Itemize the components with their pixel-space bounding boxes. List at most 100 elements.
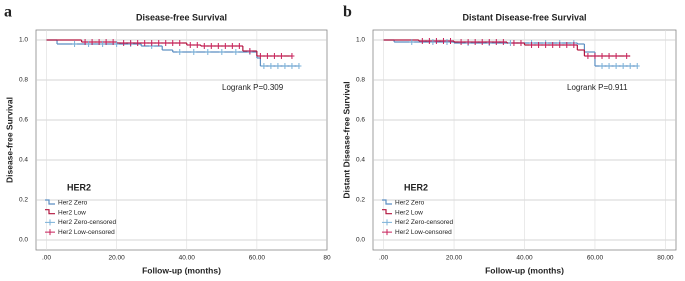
censor-mark <box>606 53 612 59</box>
censor-mark <box>599 63 605 69</box>
censor-mark <box>465 39 471 45</box>
plot-area <box>35 29 328 251</box>
censor-mark <box>634 63 640 69</box>
legend-symbol <box>45 199 55 205</box>
y-tick-label: 0.2 <box>19 197 28 204</box>
censor-mark <box>142 40 148 46</box>
censor-mark <box>599 53 605 59</box>
censor-mark <box>278 53 284 59</box>
legend-label: Her2 Low-censored <box>58 229 115 236</box>
censor-mark <box>177 40 183 46</box>
y-tick-label: 1.0 <box>19 37 28 44</box>
censor-mark <box>222 43 228 49</box>
censor-mark <box>448 38 454 44</box>
panel-label: b <box>343 4 352 21</box>
x-tick-label: 80.00 <box>657 255 674 262</box>
censor-mark <box>229 43 235 49</box>
censor-mark <box>205 49 211 55</box>
y-tick-label: 0.2 <box>356 197 365 204</box>
censor-mark <box>585 53 591 59</box>
censor-mark <box>261 63 267 69</box>
censor-mark <box>458 39 464 45</box>
censor-mark <box>215 43 221 49</box>
censor-mark <box>163 40 169 46</box>
censor-mark <box>114 41 120 47</box>
legend-label: Her2 Zero-censored <box>395 219 454 226</box>
censor-mark <box>440 38 446 44</box>
censor-mark <box>613 63 619 69</box>
censor-mark <box>268 63 274 69</box>
y-tick-label: 0.0 <box>19 237 28 244</box>
censor-mark <box>550 42 556 48</box>
legend-symbol <box>45 209 55 215</box>
censor-mark <box>433 38 439 44</box>
censor-mark <box>275 63 281 69</box>
y-tick-label: 0.4 <box>356 157 365 164</box>
censor-mark <box>564 42 570 48</box>
panel-label: a <box>4 4 12 21</box>
censor-mark <box>289 63 295 69</box>
annotation: Logrank P=0.911 <box>567 83 628 92</box>
x-tick-label: 60.00 <box>587 255 604 262</box>
censor-mark <box>219 49 225 55</box>
legend-label: Her2 Zero <box>395 200 425 207</box>
censor-mark <box>500 39 506 45</box>
censor-mark <box>557 42 563 48</box>
x-tick-label: 80 <box>323 255 331 262</box>
legend-symbol <box>382 199 392 205</box>
legend-label: Her2 Low <box>395 209 423 216</box>
x-tick-label: 40.00 <box>179 255 196 262</box>
y-tick-label: 0.6 <box>356 117 365 124</box>
censor-mark <box>486 39 492 45</box>
censor-mark <box>156 40 162 46</box>
censor-mark <box>264 53 270 59</box>
x-tick-label: 60.00 <box>249 255 266 262</box>
censor-mark <box>86 41 92 47</box>
chart-title: Distant Disease-free Survival <box>462 12 586 22</box>
censor-mark <box>472 39 478 45</box>
y-tick-label: 0.8 <box>356 77 365 84</box>
x-axis-label: Follow-up (months) <box>142 265 221 275</box>
y-axis-label: Disease-free Survival <box>4 97 14 183</box>
censor-mark <box>419 38 425 44</box>
legend-symbol <box>382 219 392 226</box>
censor-mark <box>592 53 598 59</box>
censor-mark <box>201 43 207 49</box>
censor-mark <box>409 39 415 45</box>
censor-mark <box>194 42 200 48</box>
x-tick-label: .00 <box>42 255 51 262</box>
censor-mark <box>479 39 485 45</box>
y-tick-label: 0.0 <box>356 237 365 244</box>
censor-mark <box>103 39 109 45</box>
censor-mark <box>82 39 88 45</box>
x-tick-label: 20.00 <box>446 255 463 262</box>
censor-mark <box>624 53 630 59</box>
censor-mark <box>620 63 626 69</box>
censor-mark <box>72 41 78 47</box>
censor-mark <box>282 63 288 69</box>
x-axis-label: Follow-up (months) <box>485 265 564 275</box>
censor-mark <box>271 53 277 59</box>
chart-title: Disease-free Survival <box>136 12 227 22</box>
censor-mark <box>289 53 295 59</box>
y-tick-label: 1.0 <box>356 37 365 44</box>
censor-mark <box>444 39 450 45</box>
y-axis-label: Distant Disease-free Survival <box>341 81 351 198</box>
censor-mark <box>606 63 612 69</box>
censor-mark <box>627 63 633 69</box>
y-tick-label: 0.8 <box>19 77 28 84</box>
censor-mark <box>236 43 242 49</box>
censor-mark <box>89 39 95 45</box>
censor-mark <box>426 38 432 44</box>
censor-mark <box>110 39 116 45</box>
legend-label: Her2 Low <box>58 209 86 216</box>
censor-mark <box>177 49 183 55</box>
censor-mark <box>571 42 577 48</box>
censor-mark <box>543 42 549 48</box>
censor-mark <box>430 39 436 45</box>
censor-mark <box>518 40 524 46</box>
censor-mark <box>529 42 535 48</box>
legend-label: Her2 Low-censored <box>395 229 452 236</box>
censor-mark <box>128 40 134 46</box>
